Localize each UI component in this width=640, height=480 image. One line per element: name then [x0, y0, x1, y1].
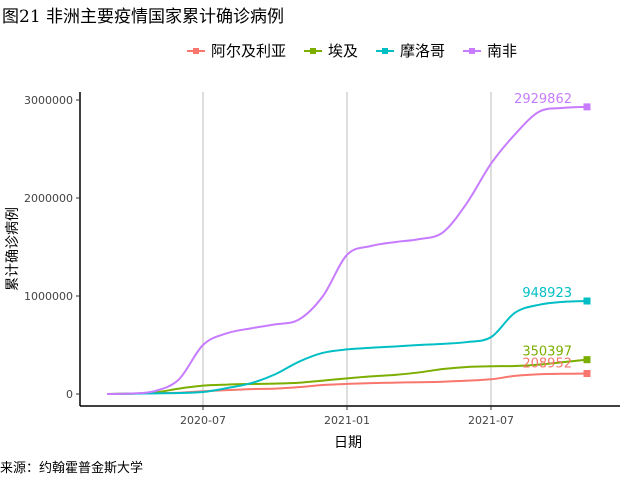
legend-label-south-africa: 南非 — [487, 42, 518, 60]
legend-item-egypt: 埃及 — [302, 40, 358, 61]
end-marker-morocco — [583, 297, 591, 305]
legend-swatch-algeria — [185, 45, 207, 57]
legend-label-morocco: 摩洛哥 — [400, 42, 446, 60]
end-marker-south-africa — [583, 103, 591, 111]
x-tick-label: 2020-07 — [180, 414, 226, 427]
y-tick-label: 1000000 — [24, 290, 73, 303]
x-axis-title: 日期 — [334, 435, 362, 451]
x-tick-label: 2021-01 — [324, 414, 370, 427]
legend-swatch-morocco — [374, 45, 396, 57]
series-line-south-africa — [106, 105, 588, 395]
series-line-morocco — [106, 300, 588, 395]
end-marker-algeria — [583, 370, 591, 378]
grid-lines — [202, 92, 492, 406]
legend-swatch-south-africa — [461, 45, 483, 57]
y-tick-label: 2000000 — [24, 192, 73, 205]
end-label-egypt: 350397 — [522, 345, 572, 360]
legend-item-morocco: 摩洛哥 — [374, 40, 445, 61]
y-ticks: 0 1000000 2000000 3000000 — [24, 94, 80, 401]
chart-title: 图21 非洲主要疫情国家累计确诊病例 — [2, 7, 285, 27]
end-label-south-africa: 2929862 — [514, 92, 572, 107]
end-label-morocco: 948923 — [522, 286, 572, 301]
end-marker-egypt — [583, 356, 591, 364]
end-label-algeria: 208952 — [522, 357, 572, 372]
x-tick-label: 2021-07 — [468, 414, 514, 427]
legend-label-egypt: 埃及 — [328, 42, 359, 60]
series-lines — [106, 103, 591, 395]
legend: 阿尔及利亚 埃及 摩洛哥 南非 — [185, 40, 533, 61]
y-tick-label: 3000000 — [24, 94, 73, 107]
y-tick-label: 0 — [66, 388, 73, 401]
legend-item-south-africa: 南非 — [461, 40, 517, 61]
y-axis-title: 累计确诊病例 — [5, 207, 21, 291]
legend-swatch-egypt — [302, 45, 324, 57]
legend-item-algeria: 阿尔及利亚 — [185, 40, 286, 61]
legend-label-algeria: 阿尔及利亚 — [211, 42, 287, 60]
source-note: 来源：约翰霍普金斯大学 — [0, 461, 144, 476]
series-line-egypt — [106, 358, 588, 395]
axes — [79, 92, 620, 407]
x-ticks: 2020-07 2021-01 2021-07 — [180, 406, 514, 427]
